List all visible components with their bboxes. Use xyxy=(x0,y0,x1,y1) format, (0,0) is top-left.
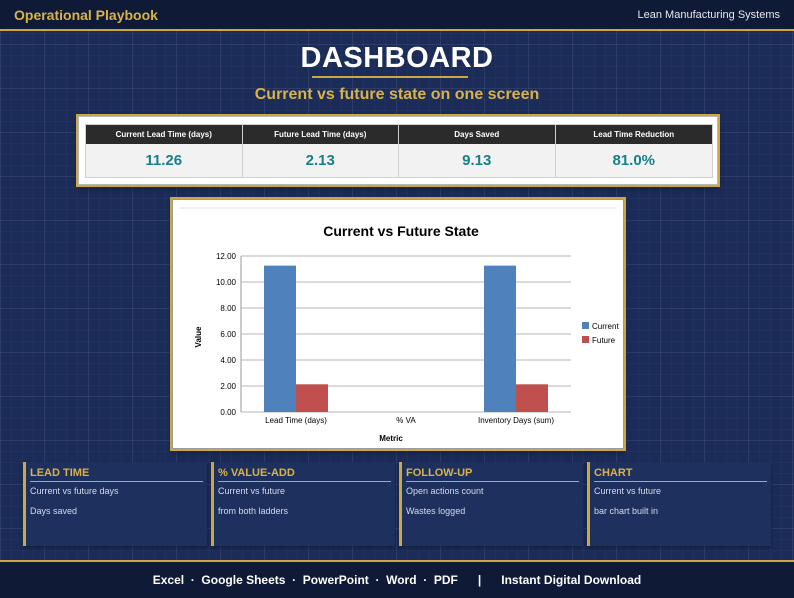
footer-text: Excel · Google Sheets · PowerPoint · Wor… xyxy=(152,573,642,587)
chart-bars xyxy=(264,265,548,412)
x-tick-label: % VA xyxy=(396,416,416,425)
info-card-line: Current vs future xyxy=(594,486,662,496)
info-card-title: % VALUE-ADD xyxy=(218,465,391,482)
kpi-value: 81.0% xyxy=(555,144,712,177)
info-card-chart: CHART Current vs future bar chart built … xyxy=(587,462,771,546)
page-title: DASHBOARD xyxy=(300,42,494,74)
kpi-header: Days Saved xyxy=(399,125,555,144)
y-tick-label: 8.00 xyxy=(220,304,236,313)
y-tick-label: 6.00 xyxy=(220,330,236,339)
y-tick-label: 10.00 xyxy=(216,278,237,287)
page-subtitle: Current vs future state on one screen xyxy=(254,86,540,103)
x-tick-label: Lead Time (days) xyxy=(265,416,327,425)
kpi-current-lead-time: Current Lead Time (days) 11.26 xyxy=(86,125,243,177)
chart-panel: Current vs Future State Value Metric 0.0… xyxy=(172,199,624,449)
kpi-header: Lead Time Reduction xyxy=(555,125,712,144)
bar-future xyxy=(296,384,328,412)
footer-bar: Excel · Google Sheets · PowerPoint · Wor… xyxy=(0,560,794,598)
kpi-value: 9.13 xyxy=(399,144,555,177)
y-tick-label: 12.00 xyxy=(216,252,237,261)
kpi-future-lead-time: Future Lead Time (days) 2.13 xyxy=(242,125,399,177)
brand-title: Operational Playbook xyxy=(14,7,158,23)
info-card-title: CHART xyxy=(594,465,767,482)
y-tick-label: 2.00 xyxy=(220,382,236,391)
kpi-header: Current Lead Time (days) xyxy=(86,125,242,144)
chart-legend: Current Future xyxy=(582,322,619,345)
title-underline xyxy=(312,76,468,78)
kpi-value: 2.13 xyxy=(242,144,398,177)
info-card-line: Current vs future xyxy=(218,486,286,496)
x-axis-label: Metric xyxy=(379,434,403,443)
top-bar: Operational Playbook Lean Manufacturing … xyxy=(0,0,794,31)
chart-axis-labels: 0.00 2.00 4.00 6.00 8.00 10.00 12.00 Lead Time … xyxy=(216,252,554,425)
legend-swatch xyxy=(582,336,589,343)
y-tick-label: 0.00 xyxy=(220,408,236,417)
y-axis-label: Value xyxy=(194,326,203,347)
bar-chart: Current vs Future State Value Metric 0.0… xyxy=(179,207,619,443)
bar-current xyxy=(264,265,296,412)
kpi-header: Future Lead Time (days) xyxy=(242,125,398,144)
info-card-title: FOLLOW-UP xyxy=(406,465,579,482)
legend-label: Current xyxy=(592,322,619,331)
info-card-line: bar chart built in xyxy=(594,506,659,516)
info-card-title: LEAD TIME xyxy=(30,465,203,482)
kpi-days-saved: Days Saved 9.13 xyxy=(399,125,556,177)
chart-title: Current vs Future State xyxy=(323,223,479,239)
bar-current xyxy=(484,265,516,412)
kpi-value: 11.26 xyxy=(86,144,242,177)
info-card-value-add: % VALUE-ADD Current vs future from both … xyxy=(211,462,395,546)
info-card-follow-up: FOLLOW-UP Open actions count Wastes logg… xyxy=(399,462,583,546)
legend-swatch xyxy=(582,322,589,329)
info-card-line: from both ladders xyxy=(218,506,289,516)
info-card-line: Wastes logged xyxy=(406,506,466,516)
info-card-lead-time: LEAD TIME Current vs future days Days sa… xyxy=(23,462,207,546)
info-card-line: Open actions count xyxy=(406,486,484,496)
kpi-table: Current Lead Time (days) 11.26 Future Le… xyxy=(85,124,713,178)
info-card-line: Current vs future days xyxy=(30,486,119,496)
y-tick-label: 4.00 xyxy=(220,356,236,365)
kpi-lead-time-reduction: Lead Time Reduction 81.0% xyxy=(555,125,712,177)
info-card-line: Days saved xyxy=(30,506,78,516)
bar-future xyxy=(516,384,548,412)
x-tick-label: Inventory Days (sum) xyxy=(478,416,554,425)
kpi-panel: Current Lead Time (days) 11.26 Future Le… xyxy=(78,116,718,185)
brand-subtitle: Lean Manufacturing Systems xyxy=(637,9,780,21)
legend-label: Future xyxy=(592,336,616,345)
